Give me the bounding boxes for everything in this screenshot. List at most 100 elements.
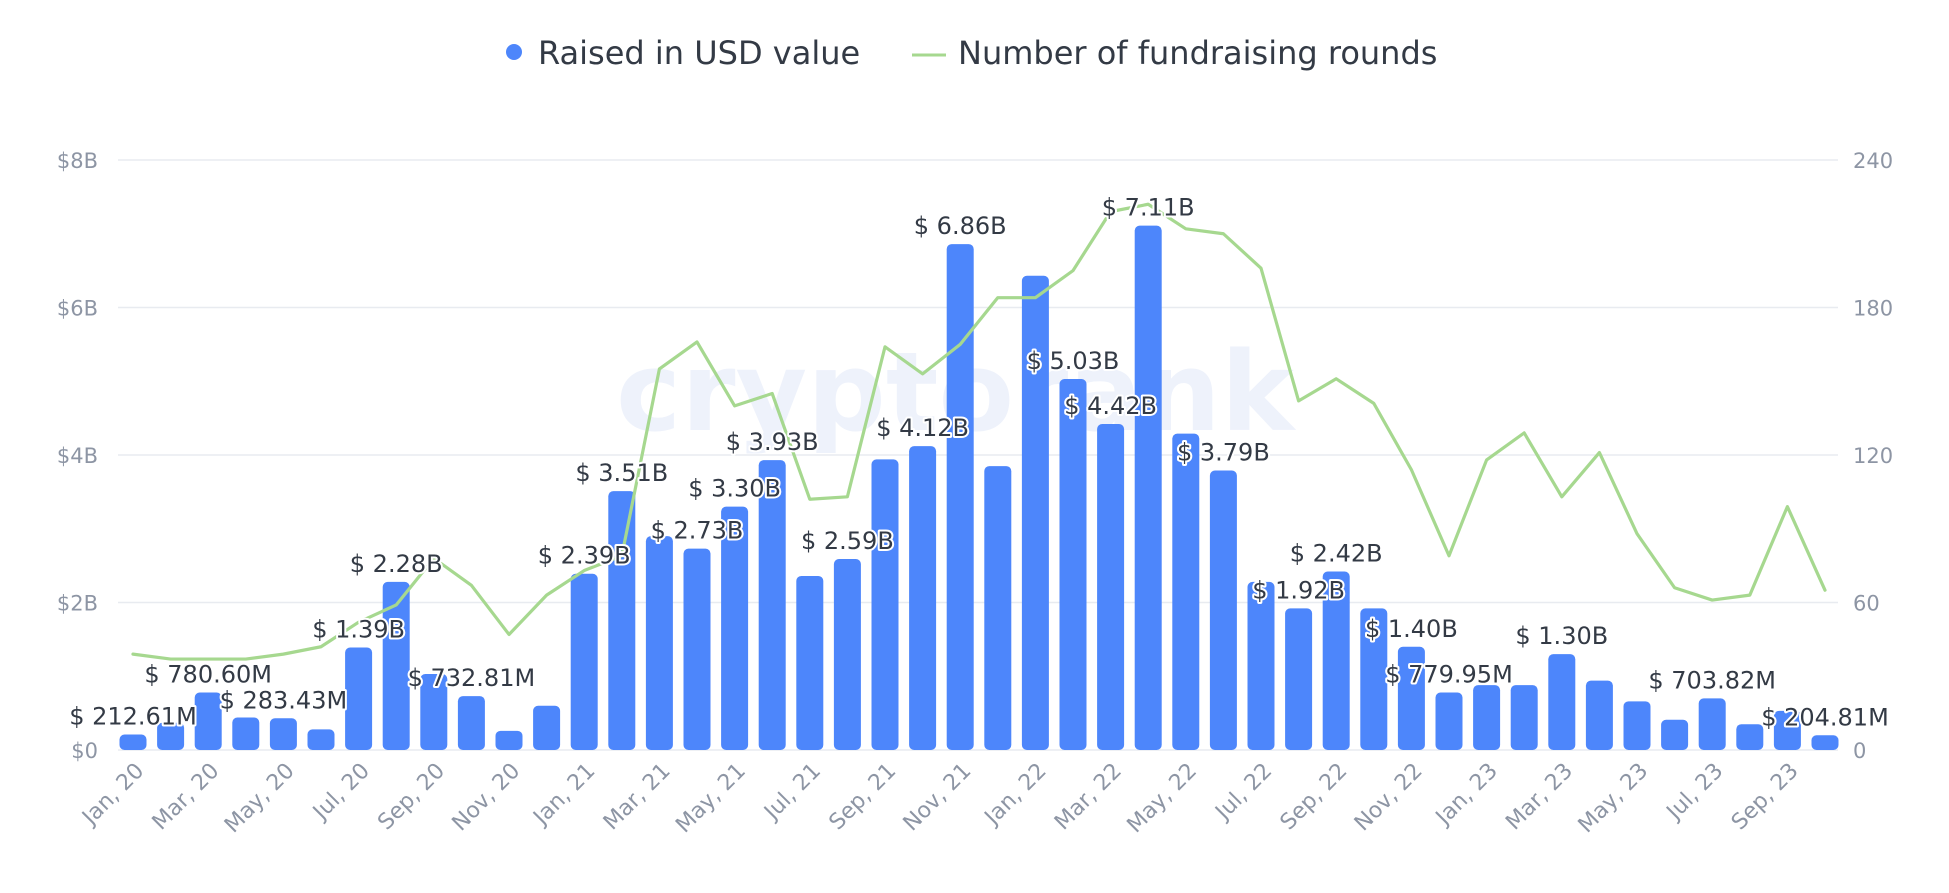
data-label: $ 3.93B [726, 428, 819, 456]
data-label: $ 1.92B [1252, 576, 1345, 604]
bar[interactable] [1322, 571, 1350, 750]
bar[interactable] [495, 730, 523, 750]
y-left-tick-label: $2B [57, 592, 98, 616]
bar[interactable] [1661, 719, 1689, 750]
bar[interactable] [345, 647, 373, 750]
x-tick-label: Mar, 21 [599, 759, 676, 836]
bar[interactable] [1134, 225, 1162, 750]
legend-dot-icon [506, 44, 522, 60]
y-right-tick-label: 120 [1853, 444, 1893, 468]
legend[interactable]: Raised in USD value Number of fundraisin… [506, 34, 1437, 72]
rounds-line[interactable] [131, 202, 1827, 661]
bar[interactable] [1773, 710, 1801, 750]
bar[interactable] [683, 548, 711, 750]
bar[interactable] [946, 244, 974, 750]
x-tick-label: Sep, 21 [825, 759, 902, 836]
bar-series [119, 225, 1839, 750]
data-label: $ 2.42B [1290, 540, 1383, 568]
data-label: $ 3.79B [1177, 438, 1270, 466]
y-left-tick-label: $6B [57, 297, 98, 321]
legend-label-rounds[interactable]: Number of fundraising rounds [958, 34, 1437, 72]
bar[interactable] [1172, 433, 1200, 750]
x-tick-label: Jul, 22 [1210, 759, 1278, 827]
y-right-tick-label: 0 [1853, 739, 1866, 763]
bar[interactable] [269, 718, 297, 750]
x-tick-label: May, 23 [1574, 759, 1654, 839]
y-left-tick-label: $0 [71, 739, 98, 763]
bar[interactable] [570, 573, 598, 750]
bar[interactable] [307, 729, 335, 750]
bar[interactable] [833, 558, 861, 750]
x-tick-label: Jan, 20 [76, 759, 149, 832]
data-label: $ 3.30B [688, 475, 781, 503]
bar[interactable] [1021, 275, 1049, 750]
bar[interactable] [1811, 735, 1839, 750]
bar[interactable] [533, 705, 561, 750]
bar[interactable] [608, 491, 636, 750]
bar[interactable] [1510, 685, 1538, 750]
bar[interactable] [1285, 608, 1313, 750]
x-tick-label: Sep, 20 [373, 759, 450, 836]
data-label: $ 283.43M [220, 686, 348, 714]
data-label: $ 780.60M [144, 660, 272, 688]
x-tick-label: Sep, 22 [1276, 759, 1353, 836]
bar[interactable] [1435, 692, 1463, 750]
bar[interactable] [1623, 701, 1651, 750]
bar[interactable] [1585, 680, 1613, 750]
bar[interactable] [420, 674, 448, 750]
x-tick-label: Jan, 21 [528, 759, 601, 832]
bar[interactable] [1059, 379, 1087, 750]
bar[interactable] [1209, 470, 1237, 750]
x-tick-label: May, 21 [671, 759, 751, 839]
bar[interactable] [984, 466, 1012, 750]
x-tick-label: Jan, 22 [979, 759, 1052, 832]
bar[interactable] [119, 734, 147, 750]
bar[interactable] [1360, 608, 1388, 750]
bar[interactable] [194, 692, 222, 750]
bar[interactable] [157, 722, 185, 750]
data-label: $ 4.12B [876, 414, 969, 442]
bar[interactable] [721, 506, 749, 750]
x-tick-label: Jan, 23 [1430, 759, 1503, 832]
data-label: $ 5.03B [1027, 347, 1120, 375]
data-label: $ 212.61M [69, 703, 197, 731]
data-label: $ 2.73B [651, 517, 744, 545]
data-label: $ 4.42B [1064, 392, 1157, 420]
data-label: $ 779.95M [1385, 660, 1513, 688]
data-label: $ 6.86B [914, 212, 1007, 240]
x-tick-label: Jul, 23 [1661, 759, 1729, 827]
bar[interactable] [909, 446, 937, 750]
bar[interactable] [232, 717, 260, 750]
gridlines [118, 159, 1838, 751]
bar[interactable] [1397, 646, 1425, 750]
x-tick-label: Mar, 20 [148, 759, 225, 836]
legend-label-raised[interactable]: Raised in USD value [538, 34, 860, 72]
bar[interactable] [1548, 654, 1576, 750]
bar[interactable] [758, 460, 786, 750]
x-tick-label: Jul, 21 [758, 759, 826, 827]
y-left-tick-label: $4B [57, 444, 98, 468]
bar[interactable] [1473, 685, 1501, 750]
bar[interactable] [457, 696, 485, 750]
bar[interactable] [1698, 698, 1726, 750]
bar[interactable] [1736, 724, 1764, 750]
data-label: $ 1.40B [1365, 615, 1458, 643]
bar[interactable] [382, 581, 410, 750]
data-label: $ 732.81M [408, 664, 536, 692]
data-labels: $ 212.61M $ 780.60M$ 283.43M $ 1.39B $ 2.28… [67, 192, 1891, 734]
data-label: $ 7.11B [1102, 194, 1195, 222]
y-right-tick-label: 180 [1853, 297, 1893, 321]
bar[interactable] [796, 575, 824, 750]
bar[interactable] [1097, 424, 1125, 750]
bar[interactable] [1247, 581, 1275, 750]
x-tick-label: May, 20 [220, 759, 300, 839]
data-label: $ 3.51B [575, 459, 668, 487]
data-label: $ 1.30B [1515, 622, 1608, 650]
x-tick-label: Nov, 20 [448, 759, 526, 837]
x-tick-label: Sep, 23 [1727, 759, 1804, 836]
bar[interactable] [871, 459, 899, 750]
x-tick-label: Nov, 22 [1350, 759, 1428, 837]
bar[interactable] [645, 536, 673, 750]
